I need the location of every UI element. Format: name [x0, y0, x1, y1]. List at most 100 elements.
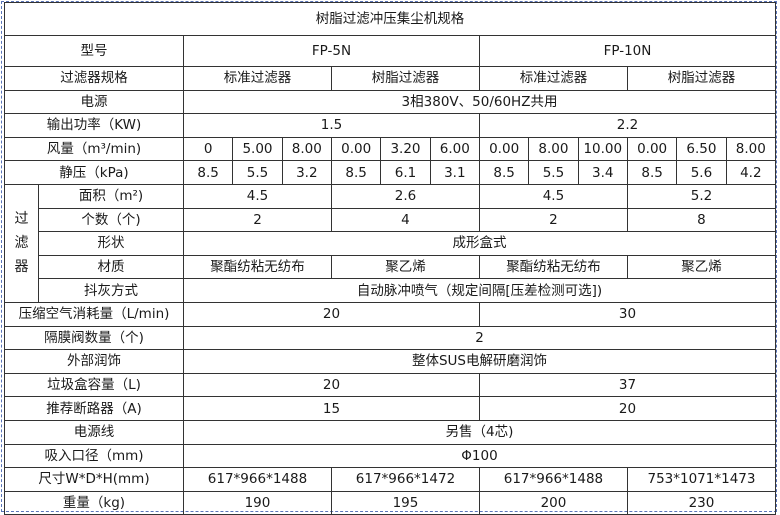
table-cell: 0.00 [478, 136, 530, 162]
table-cell: 8.00 [725, 136, 777, 162]
row-label: 外部润饰 [4, 349, 184, 374]
row-label: 电源 [4, 89, 184, 115]
table-row: 静压（kPa) 8.5 5.5 3.2 8.5 6.1 3.1 8.5 5.5 3.4 8.5 5.6… [4, 160, 777, 185]
table-cell: 20 [183, 372, 480, 398]
table-row: 重量（kg) 190 195 200 230 [4, 490, 777, 515]
table-cell: 4.2 [725, 160, 777, 185]
table-cell: 195 [330, 490, 480, 515]
row-label: 型号 [4, 35, 184, 67]
table-cell: 1.5 [183, 113, 480, 138]
table-cell: 4.5 [478, 183, 628, 209]
table-row: 外部润饰 整体SUS电解研磨润饰 [4, 349, 776, 374]
table-cell: 617*966*1488 [183, 467, 332, 492]
table-row: 垃圾盒容量（L) 20 37 [4, 372, 777, 398]
table-cell: 另售（4芯) [183, 419, 776, 445]
table-cell: 5.5 [528, 160, 579, 185]
table-cell: 自动脉冲喷气（规定间隔[压差检测可选]) [183, 278, 776, 303]
row-label: 压缩空气消耗量（L/min) [4, 301, 184, 327]
table-cell: 树脂过滤器 [626, 66, 777, 91]
table-row: 推荐断路器（A) 15 20 [4, 396, 777, 421]
table-cell: 20 [183, 301, 480, 327]
table-cell: 6.1 [380, 160, 431, 185]
row-label: 静压（kPa) [4, 160, 184, 185]
row-label: 隔膜阀数量（个) [4, 325, 184, 351]
table-cell: 200 [478, 490, 628, 515]
table-row: 风量（m³/min) 0 5.00 8.00 0.00 3.20 6.00 0.00 8.00 1… [4, 136, 777, 162]
table-cell: 3.4 [577, 160, 628, 185]
row-label: 形状 [38, 231, 184, 256]
row-label: 过滤器规格 [4, 66, 184, 91]
table-row: 电源线 另售（4芯) [4, 419, 776, 445]
table-title: 树脂过滤冲压集尘机规格 [4, 2, 776, 36]
table-cell: 3相380V、50/60HZ共用 [183, 89, 776, 115]
row-label: 尺寸W*D*H(mm) [4, 467, 184, 492]
table-cell: 聚酯纺粘无纺布 [183, 254, 332, 280]
row-label: 抖灰方式 [38, 278, 184, 303]
table-cell: 8.5 [626, 160, 678, 185]
table-cell: 30 [478, 301, 777, 327]
table-cell: Φ100 [183, 443, 776, 469]
row-label: 重量（kg) [4, 490, 184, 515]
row-label: 材质 [38, 254, 184, 280]
table-cell: 4.5 [183, 183, 332, 209]
table-row: 材质 聚酯纺粘无纺布 聚乙烯 聚酯纺粘无纺布 聚乙烯 [5, 254, 777, 280]
table-cell: 3.20 [380, 136, 431, 162]
table-row: 型号 FP-5N FP-10N [4, 35, 777, 67]
table-cell: 2.6 [330, 183, 480, 209]
table-row: 过滤器规格 标准过滤器 树脂过滤器 标准过滤器 树脂过滤器 [4, 66, 777, 91]
spec-table-body: 树脂过滤冲压集尘机规格 型号 FP-5N FP-10N 过滤器规格 标准过滤器 树脂过滤器… [4, 2, 777, 515]
table-row: 形状 成形盒式 [5, 231, 776, 256]
table-cell: 2 [478, 207, 628, 233]
table-cell: 8.00 [528, 136, 579, 162]
table-cell: 10.00 [577, 136, 628, 162]
table-cell: 整体SUS电解研磨润饰 [183, 349, 776, 374]
table-cell: 2 [183, 325, 776, 351]
table-cell: 8 [626, 207, 777, 233]
table-cell: FP-10N [478, 35, 777, 67]
table-cell: 0.00 [330, 136, 382, 162]
table-row: 个数（个) 2 4 2 8 [5, 207, 777, 233]
table-row: 过 滤 器面积（m²) 4.5 2.6 4.5 5.2 [4, 183, 777, 303]
table-row: 尺寸W*D*H(mm) 617*966*1488 617*966*1472 617*9… [4, 467, 777, 492]
table-row: 隔膜阀数量（个) 2 [4, 325, 776, 351]
table-cell: FP-5N [183, 35, 480, 67]
filter-group-label: 过 滤 器 [4, 183, 39, 303]
table-cell: 聚酯纺粘无纺布 [478, 254, 628, 280]
table-cell: 0.00 [626, 136, 678, 162]
table-cell: 3.1 [429, 160, 480, 185]
table-row: 电源 3相380V、50/60HZ共用 [4, 89, 776, 115]
title-row: 树脂过滤冲压集尘机规格 [4, 2, 776, 36]
row-label: 垃圾盒容量（L) [4, 372, 184, 398]
spec-table: 树脂过滤冲压集尘机规格 型号 FP-5N FP-10N 过滤器规格 标准过滤器 树脂过滤器… [4, 2, 777, 515]
table-cell: 0 [182, 136, 234, 162]
table-cell: 8.5 [330, 160, 382, 185]
table-cell: 2.2 [478, 113, 777, 138]
table-cell: 8.5 [182, 160, 234, 185]
table-cell: 15 [183, 396, 480, 421]
table-cell: 2 [183, 207, 332, 233]
table-cell: 8.5 [478, 160, 530, 185]
table-cell: 617*966*1472 [330, 467, 480, 492]
table-cell: 4 [330, 207, 480, 233]
table-cell: 标准过滤器 [183, 66, 332, 91]
table-cell: 3.2 [281, 160, 332, 185]
table-cell: 230 [626, 490, 777, 515]
table-cell: 617*966*1488 [478, 467, 628, 492]
table-cell: 5.2 [626, 183, 777, 209]
table-cell: 6.50 [676, 136, 727, 162]
table-cell: 标准过滤器 [478, 66, 628, 91]
table-cell: 聚乙烯 [330, 254, 480, 280]
table-row: 抖灰方式 自动脉冲喷气（规定间隔[压差检测可选]) [5, 278, 776, 303]
table-cell: 成形盒式 [183, 231, 776, 256]
table-cell: 20 [478, 396, 777, 421]
table-cell: 聚乙烯 [626, 254, 777, 280]
row-label: 推荐断路器（A) [4, 396, 184, 421]
table-cell: 5.5 [232, 160, 283, 185]
table-cell: 5.6 [676, 160, 727, 185]
row-label: 电源线 [4, 419, 184, 445]
table-cell: 树脂过滤器 [330, 66, 480, 91]
table-cell: 190 [183, 490, 332, 515]
table-row: 输出功率（KW) 1.5 2.2 [4, 113, 777, 138]
row-label: 风量（m³/min) [4, 136, 184, 162]
table-cell: 5.00 [232, 136, 283, 162]
